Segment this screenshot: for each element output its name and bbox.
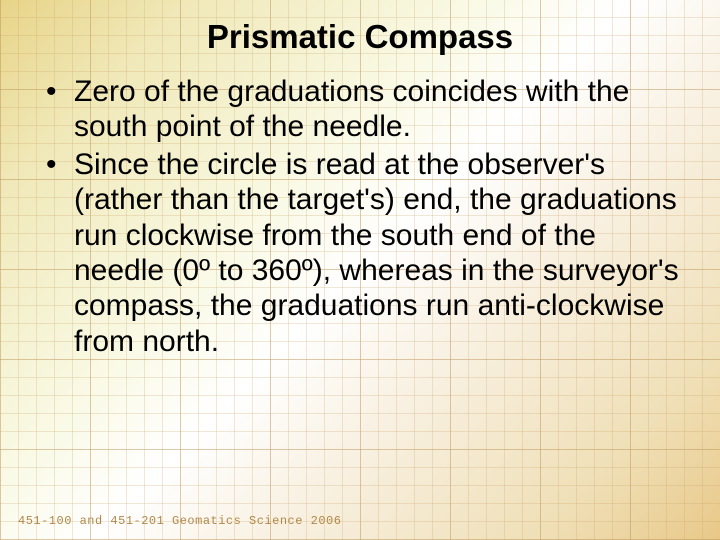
bullet-list: Zero of the graduations coincides with t… [40,74,680,359]
bullet-item: Zero of the graduations coincides with t… [40,74,680,145]
bullet-text: Since the circle is read at the observer… [74,148,679,358]
slide-content: Prismatic Compass Zero of the graduation… [0,0,720,540]
bullet-text: Zero of the graduations coincides with t… [74,75,629,143]
slide-title: Prismatic Compass [40,18,680,56]
bullet-item: Since the circle is read at the observer… [40,147,680,359]
slide-container: Prismatic Compass Zero of the graduation… [0,0,720,540]
